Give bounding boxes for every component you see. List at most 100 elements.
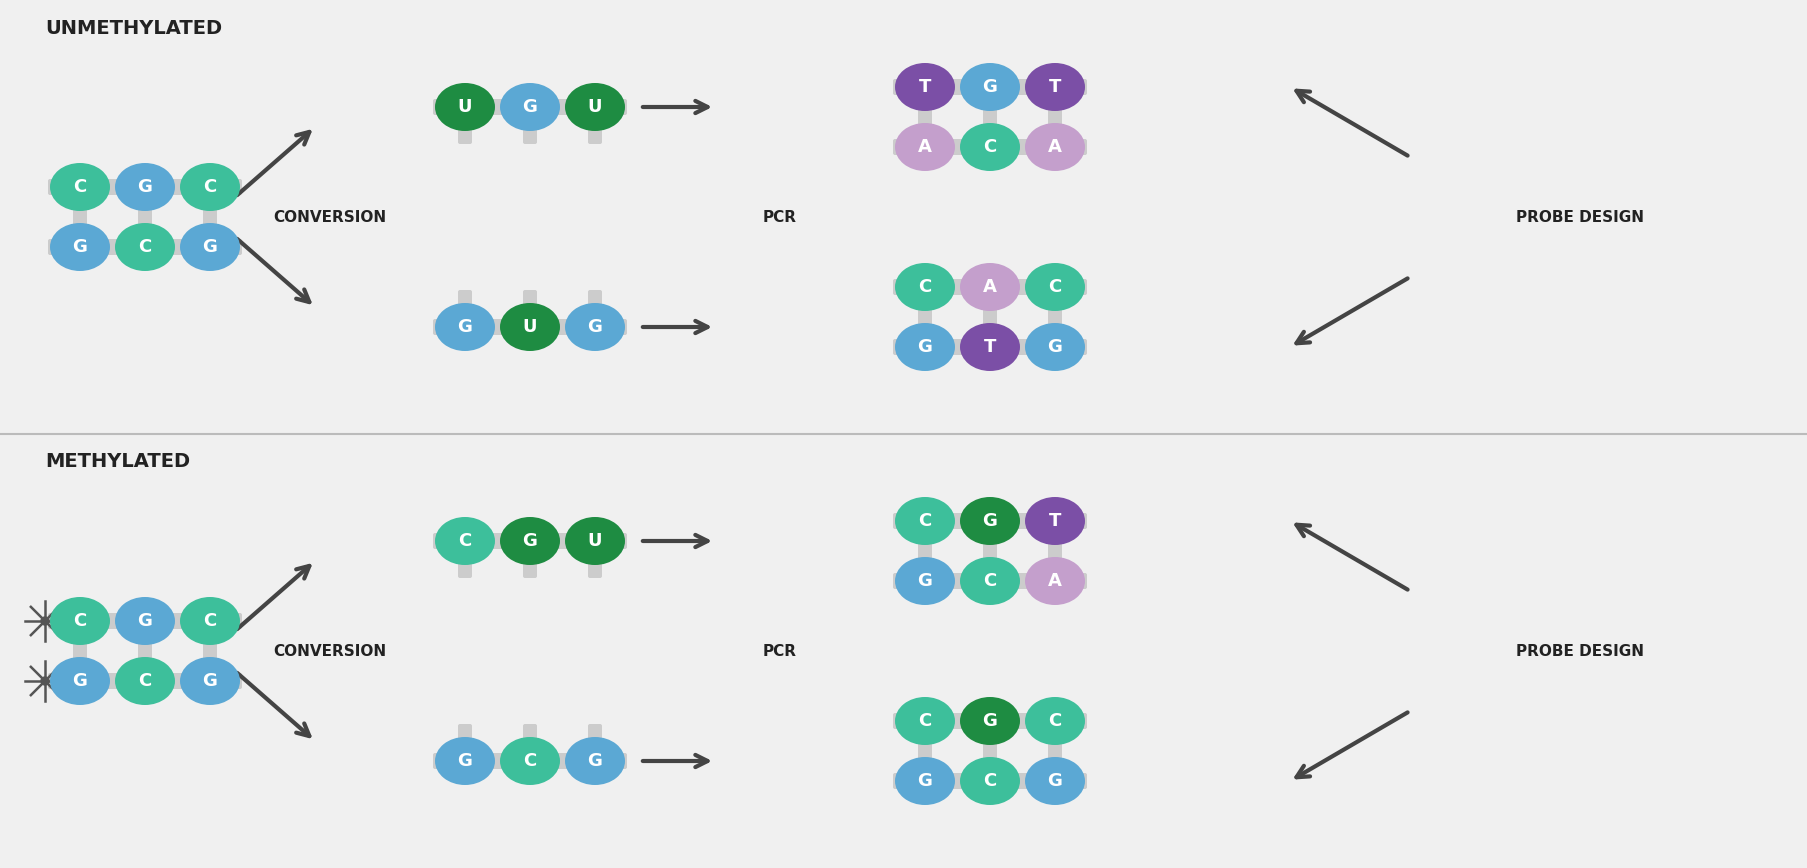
FancyBboxPatch shape — [918, 80, 931, 154]
Text: U: U — [457, 98, 472, 116]
Ellipse shape — [564, 303, 625, 351]
Text: G: G — [587, 752, 602, 770]
Ellipse shape — [501, 737, 560, 785]
Ellipse shape — [181, 657, 240, 705]
Text: C: C — [522, 752, 537, 770]
Ellipse shape — [435, 303, 495, 351]
Text: C: C — [983, 138, 996, 156]
Text: A: A — [918, 138, 931, 156]
Text: C: C — [918, 512, 931, 530]
Ellipse shape — [894, 323, 954, 371]
FancyBboxPatch shape — [1048, 80, 1061, 154]
Text: T: T — [1048, 512, 1061, 530]
FancyBboxPatch shape — [893, 279, 1086, 295]
Ellipse shape — [894, 497, 954, 545]
FancyBboxPatch shape — [49, 613, 242, 629]
Ellipse shape — [51, 223, 110, 271]
Text: G: G — [457, 752, 472, 770]
FancyBboxPatch shape — [918, 280, 931, 354]
FancyBboxPatch shape — [522, 724, 537, 768]
Ellipse shape — [435, 737, 495, 785]
Text: G: G — [72, 238, 87, 256]
Ellipse shape — [564, 737, 625, 785]
FancyBboxPatch shape — [1048, 514, 1061, 588]
Ellipse shape — [435, 517, 495, 565]
Text: G: G — [587, 318, 602, 336]
FancyBboxPatch shape — [49, 673, 242, 689]
FancyBboxPatch shape — [893, 513, 1086, 529]
FancyBboxPatch shape — [432, 319, 627, 335]
Ellipse shape — [501, 517, 560, 565]
Ellipse shape — [116, 597, 175, 645]
Ellipse shape — [564, 517, 625, 565]
FancyBboxPatch shape — [72, 614, 87, 688]
FancyBboxPatch shape — [49, 239, 242, 255]
FancyBboxPatch shape — [587, 724, 602, 768]
Ellipse shape — [1025, 557, 1084, 605]
Ellipse shape — [1025, 63, 1084, 111]
Text: G: G — [918, 338, 932, 356]
Text: C: C — [918, 712, 931, 730]
Text: G: G — [1046, 338, 1063, 356]
FancyBboxPatch shape — [893, 79, 1086, 95]
Text: T: T — [918, 78, 931, 96]
FancyBboxPatch shape — [983, 714, 996, 788]
Text: C: C — [918, 278, 931, 296]
Text: PROBE DESIGN: PROBE DESIGN — [1514, 643, 1643, 659]
Ellipse shape — [1025, 697, 1084, 745]
Ellipse shape — [894, 63, 954, 111]
Text: C: C — [983, 572, 996, 590]
Ellipse shape — [960, 557, 1019, 605]
Ellipse shape — [960, 263, 1019, 311]
Text: C: C — [459, 532, 472, 550]
FancyBboxPatch shape — [587, 100, 602, 144]
FancyBboxPatch shape — [432, 533, 627, 549]
Ellipse shape — [960, 757, 1019, 805]
FancyBboxPatch shape — [202, 614, 217, 688]
Text: G: G — [137, 178, 152, 196]
Text: G: G — [522, 98, 537, 116]
Text: PCR: PCR — [763, 209, 797, 225]
Ellipse shape — [116, 163, 175, 211]
Ellipse shape — [960, 63, 1019, 111]
FancyBboxPatch shape — [893, 573, 1086, 589]
Text: C: C — [1048, 278, 1061, 296]
FancyBboxPatch shape — [137, 180, 152, 254]
Text: G: G — [981, 78, 997, 96]
Circle shape — [42, 617, 49, 625]
Ellipse shape — [894, 697, 954, 745]
Text: UNMETHYLATED: UNMETHYLATED — [45, 18, 222, 37]
FancyBboxPatch shape — [522, 290, 537, 334]
Ellipse shape — [501, 303, 560, 351]
FancyBboxPatch shape — [587, 290, 602, 334]
FancyBboxPatch shape — [983, 80, 996, 154]
Text: A: A — [1048, 572, 1061, 590]
Ellipse shape — [960, 497, 1019, 545]
FancyBboxPatch shape — [457, 534, 472, 578]
Ellipse shape — [116, 657, 175, 705]
Text: C: C — [139, 238, 152, 256]
Text: T: T — [983, 338, 996, 356]
Text: T: T — [1048, 78, 1061, 96]
FancyBboxPatch shape — [137, 614, 152, 688]
Text: CONVERSION: CONVERSION — [273, 643, 387, 659]
Ellipse shape — [894, 263, 954, 311]
Ellipse shape — [51, 597, 110, 645]
Text: U: U — [587, 532, 602, 550]
Circle shape — [42, 677, 49, 685]
FancyBboxPatch shape — [432, 99, 627, 115]
Text: C: C — [139, 672, 152, 690]
Text: C: C — [74, 612, 87, 630]
Ellipse shape — [960, 123, 1019, 171]
Text: U: U — [587, 98, 602, 116]
FancyBboxPatch shape — [893, 339, 1086, 355]
Text: G: G — [137, 612, 152, 630]
Text: PROBE DESIGN: PROBE DESIGN — [1514, 209, 1643, 225]
Ellipse shape — [894, 123, 954, 171]
Text: METHYLATED: METHYLATED — [45, 452, 190, 471]
Text: G: G — [202, 672, 217, 690]
Text: G: G — [457, 318, 472, 336]
Ellipse shape — [960, 697, 1019, 745]
FancyBboxPatch shape — [72, 180, 87, 254]
Ellipse shape — [1025, 263, 1084, 311]
